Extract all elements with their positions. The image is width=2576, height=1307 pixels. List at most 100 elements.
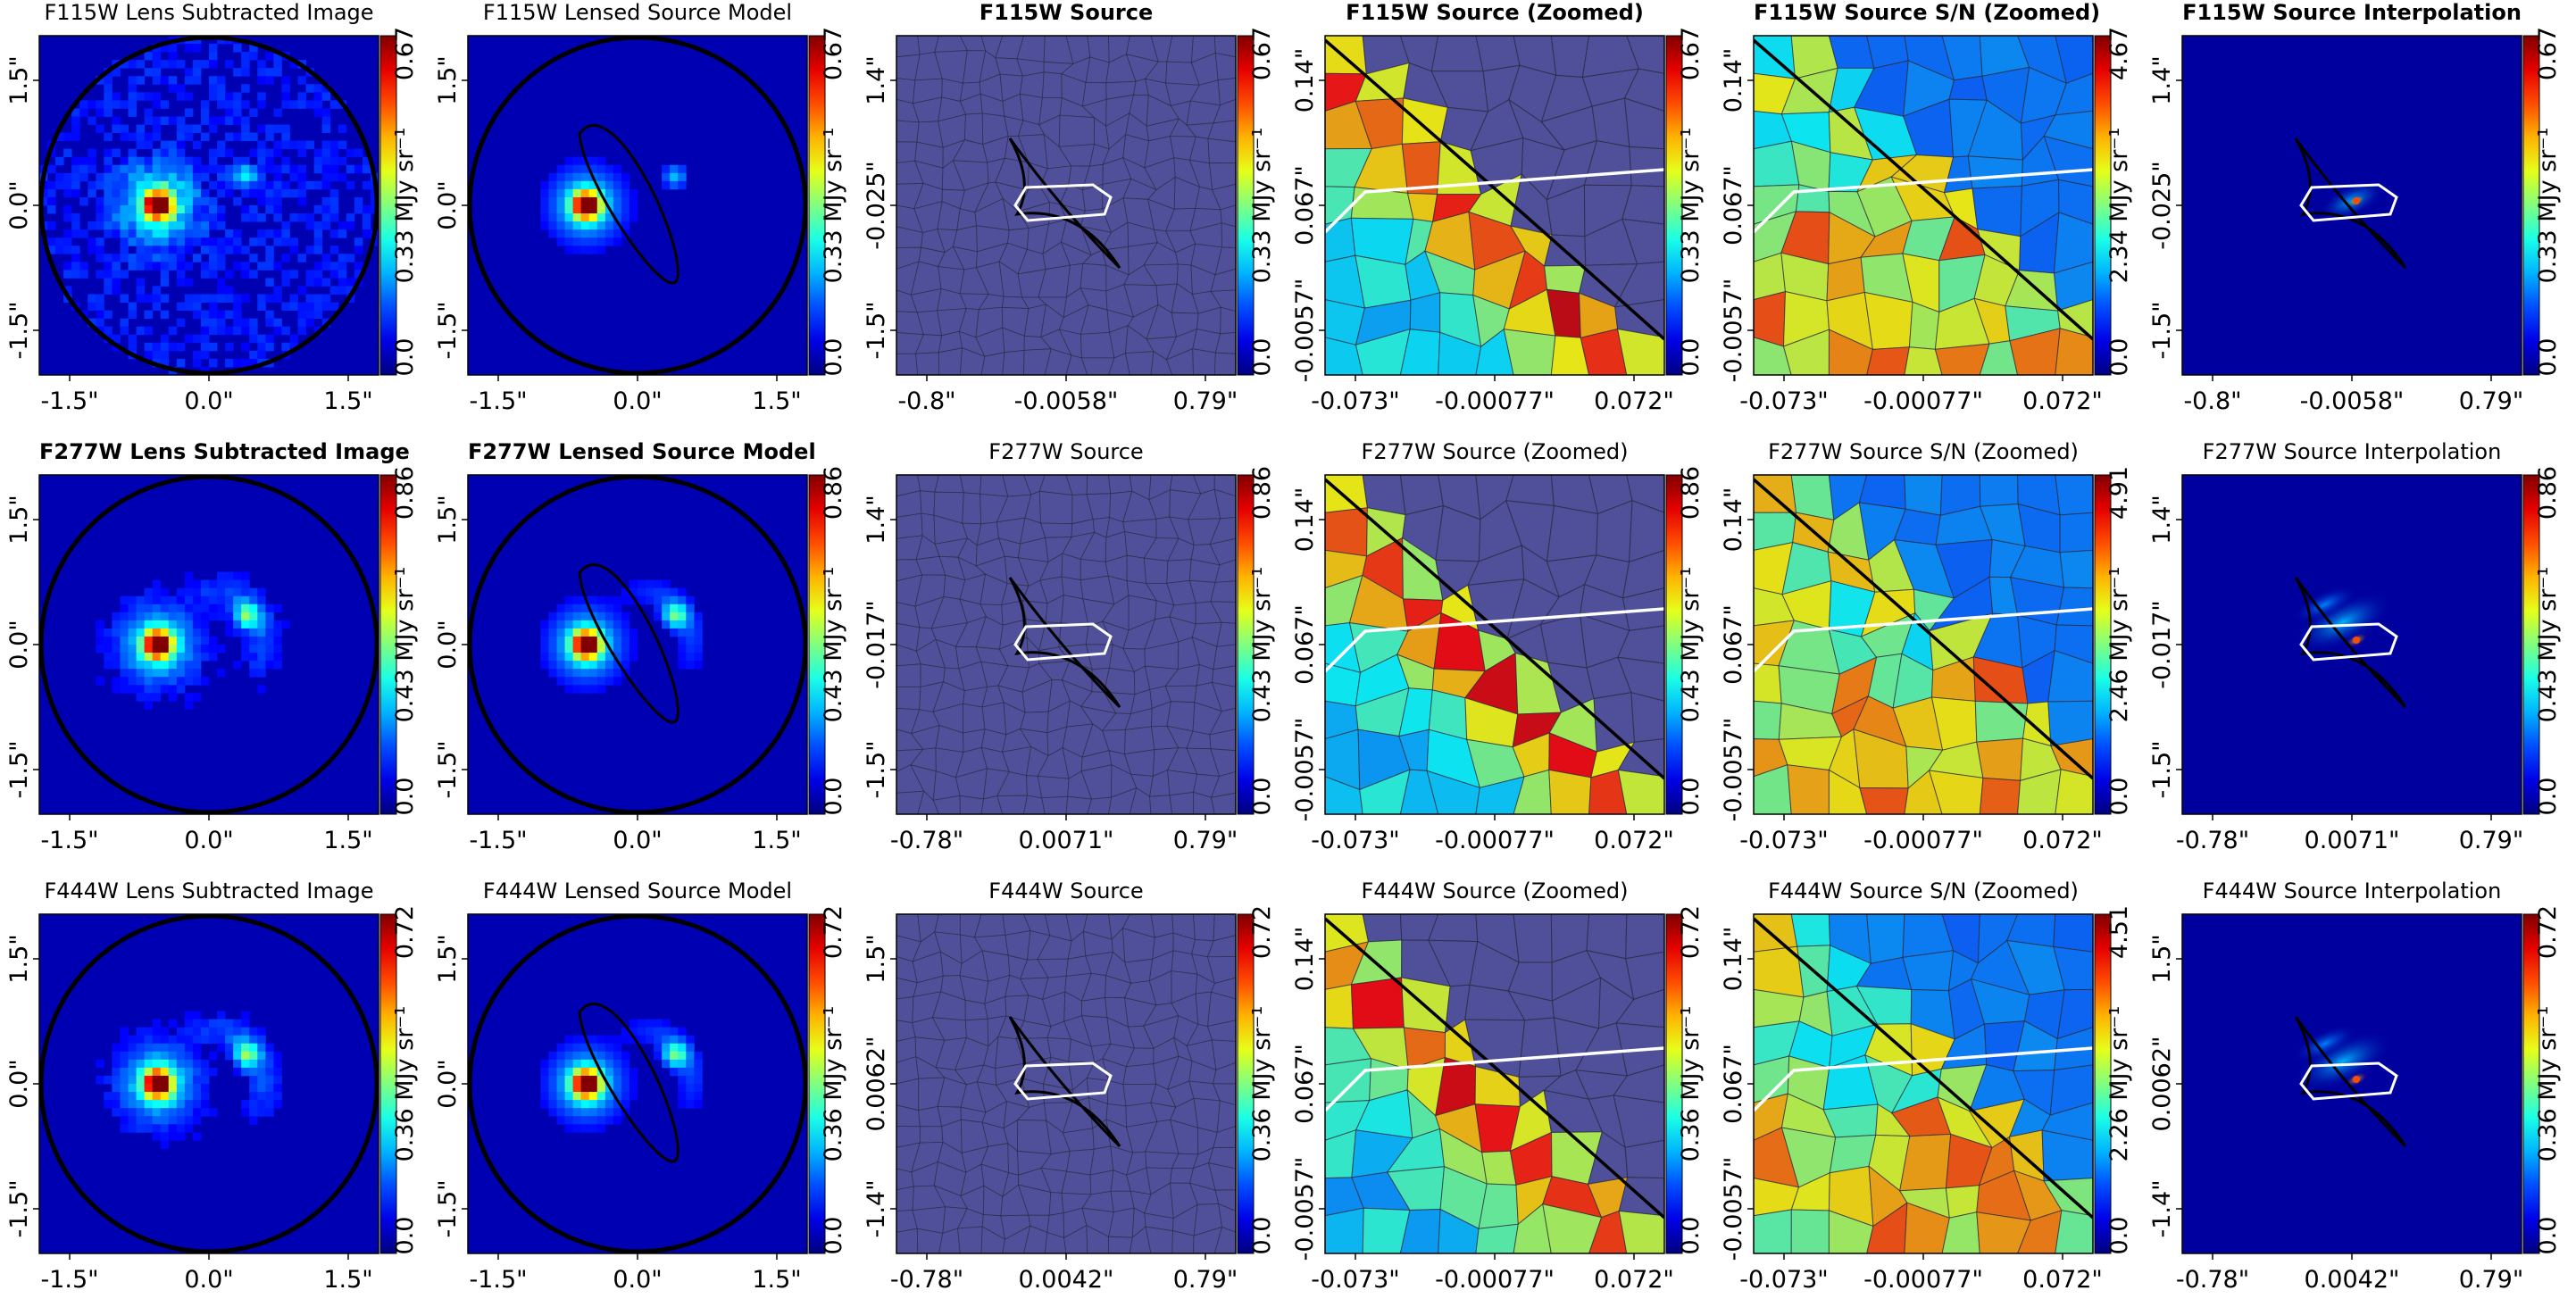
image-pixel — [580, 620, 590, 629]
image-pixel — [548, 1051, 557, 1061]
image-pixel — [281, 100, 290, 109]
image-pixel — [588, 604, 598, 613]
image-pixel — [265, 1075, 274, 1085]
image-pixel — [176, 587, 186, 597]
image-pixel — [321, 180, 331, 190]
image-pixel — [564, 246, 574, 254]
image-pixel — [629, 628, 638, 637]
image-pixel — [613, 653, 622, 662]
image-pixel — [329, 140, 339, 150]
image-pixel — [209, 318, 218, 328]
image-pixel — [192, 604, 202, 613]
image-pixel — [217, 579, 226, 589]
voronoi-cell — [1866, 914, 1905, 964]
voronoi-cell — [1108, 1236, 1133, 1253]
image-pixel — [273, 196, 282, 206]
colorbar-mid-label: 0.33 MJy sr⁻¹ — [1677, 128, 1705, 284]
image-pixel — [217, 587, 226, 597]
image-pixel — [580, 612, 590, 621]
image-pixel — [613, 237, 622, 246]
image-pixel — [548, 180, 557, 190]
image-pixel — [548, 669, 557, 678]
image-pixel — [273, 237, 282, 246]
image-pixel — [209, 358, 218, 368]
voronoi-cell — [1615, 988, 1664, 1028]
voronoi-cell — [1621, 218, 1664, 265]
image-pixel — [168, 164, 178, 174]
image-pixel — [176, 1116, 186, 1125]
image-pixel — [225, 1019, 234, 1028]
image-pixel — [556, 1051, 565, 1061]
colorbar — [2094, 474, 2112, 815]
figure-panel: F444W Lens Subtracted Image -1.5" 0.0" 1.5… — [0, 878, 429, 1307]
image-pixel — [144, 221, 154, 230]
image-pixel — [200, 270, 210, 279]
voronoi-cell — [1430, 36, 1484, 72]
image-pixel — [192, 595, 202, 605]
image-pixel — [686, 645, 695, 654]
image-pixel — [588, 661, 598, 670]
y-tick-label: -1.5" — [2148, 301, 2176, 359]
voronoi-cell — [1210, 601, 1236, 624]
colorbar-min-label: 0.0 — [1677, 338, 1705, 377]
image-pixel — [120, 180, 129, 190]
x-tick-label: 0.0" — [613, 387, 662, 415]
image-pixel — [79, 108, 88, 117]
image-pixel — [233, 1027, 242, 1036]
image-pixel — [257, 342, 266, 352]
voronoi-cell — [1580, 328, 1628, 375]
image-pixel — [120, 1027, 129, 1036]
image-pixel — [329, 270, 339, 279]
voronoi-cell — [1863, 291, 1913, 350]
image-pixel — [540, 188, 549, 198]
image-pixel — [225, 579, 234, 589]
image-pixel — [564, 1084, 574, 1093]
image-pixel — [152, 76, 162, 85]
image-pixel — [160, 237, 170, 246]
image-pixel — [200, 262, 210, 271]
image-pixel — [184, 661, 194, 670]
image-pixel — [580, 661, 590, 670]
image-pixel — [112, 270, 121, 279]
voronoi-cell — [1979, 475, 2019, 507]
image-pixel — [192, 1067, 202, 1077]
image-pixel — [200, 1084, 210, 1093]
image-pixel — [621, 188, 630, 198]
image-pixel — [184, 587, 194, 597]
image-pixel — [160, 685, 170, 694]
image-pixel — [152, 1108, 162, 1117]
x-tick-label: -0.78" — [890, 827, 963, 854]
image-pixel — [120, 270, 129, 279]
voronoi-cell — [1213, 1226, 1236, 1253]
image-pixel — [200, 653, 210, 662]
image-pixel — [604, 620, 614, 629]
image-pixel — [654, 1027, 663, 1036]
caustic-curve — [2299, 1061, 2398, 1101]
voronoi-cell — [1754, 1209, 1792, 1253]
image-pixel — [160, 595, 170, 605]
image-pixel — [200, 604, 210, 613]
image-pixel — [249, 653, 258, 662]
image-pixel — [329, 164, 339, 174]
image-pixel — [564, 188, 574, 198]
image-pixel — [329, 213, 339, 222]
image-pixel — [580, 213, 590, 222]
image-pixel — [152, 148, 162, 158]
image-pixel — [629, 1019, 638, 1028]
image-pixel — [152, 1116, 162, 1125]
image-pixel — [556, 196, 565, 206]
image-pixel — [249, 44, 258, 53]
image-pixel — [160, 677, 170, 686]
image-pixel — [596, 1043, 606, 1053]
figure-panel: F444W Lensed Source Model -1.5" 0.0" 1.5" 1… — [429, 878, 857, 1307]
image-pixel — [257, 213, 266, 222]
image-pixel — [362, 213, 371, 222]
image-pixel — [313, 302, 323, 312]
image-pixel — [257, 100, 266, 109]
image-pixel — [572, 221, 582, 230]
image-pixel — [621, 180, 630, 190]
voronoi-cell — [1618, 1210, 1664, 1253]
image-pixel — [184, 124, 194, 133]
image-pixel — [289, 172, 298, 182]
image-pixel — [152, 595, 162, 605]
